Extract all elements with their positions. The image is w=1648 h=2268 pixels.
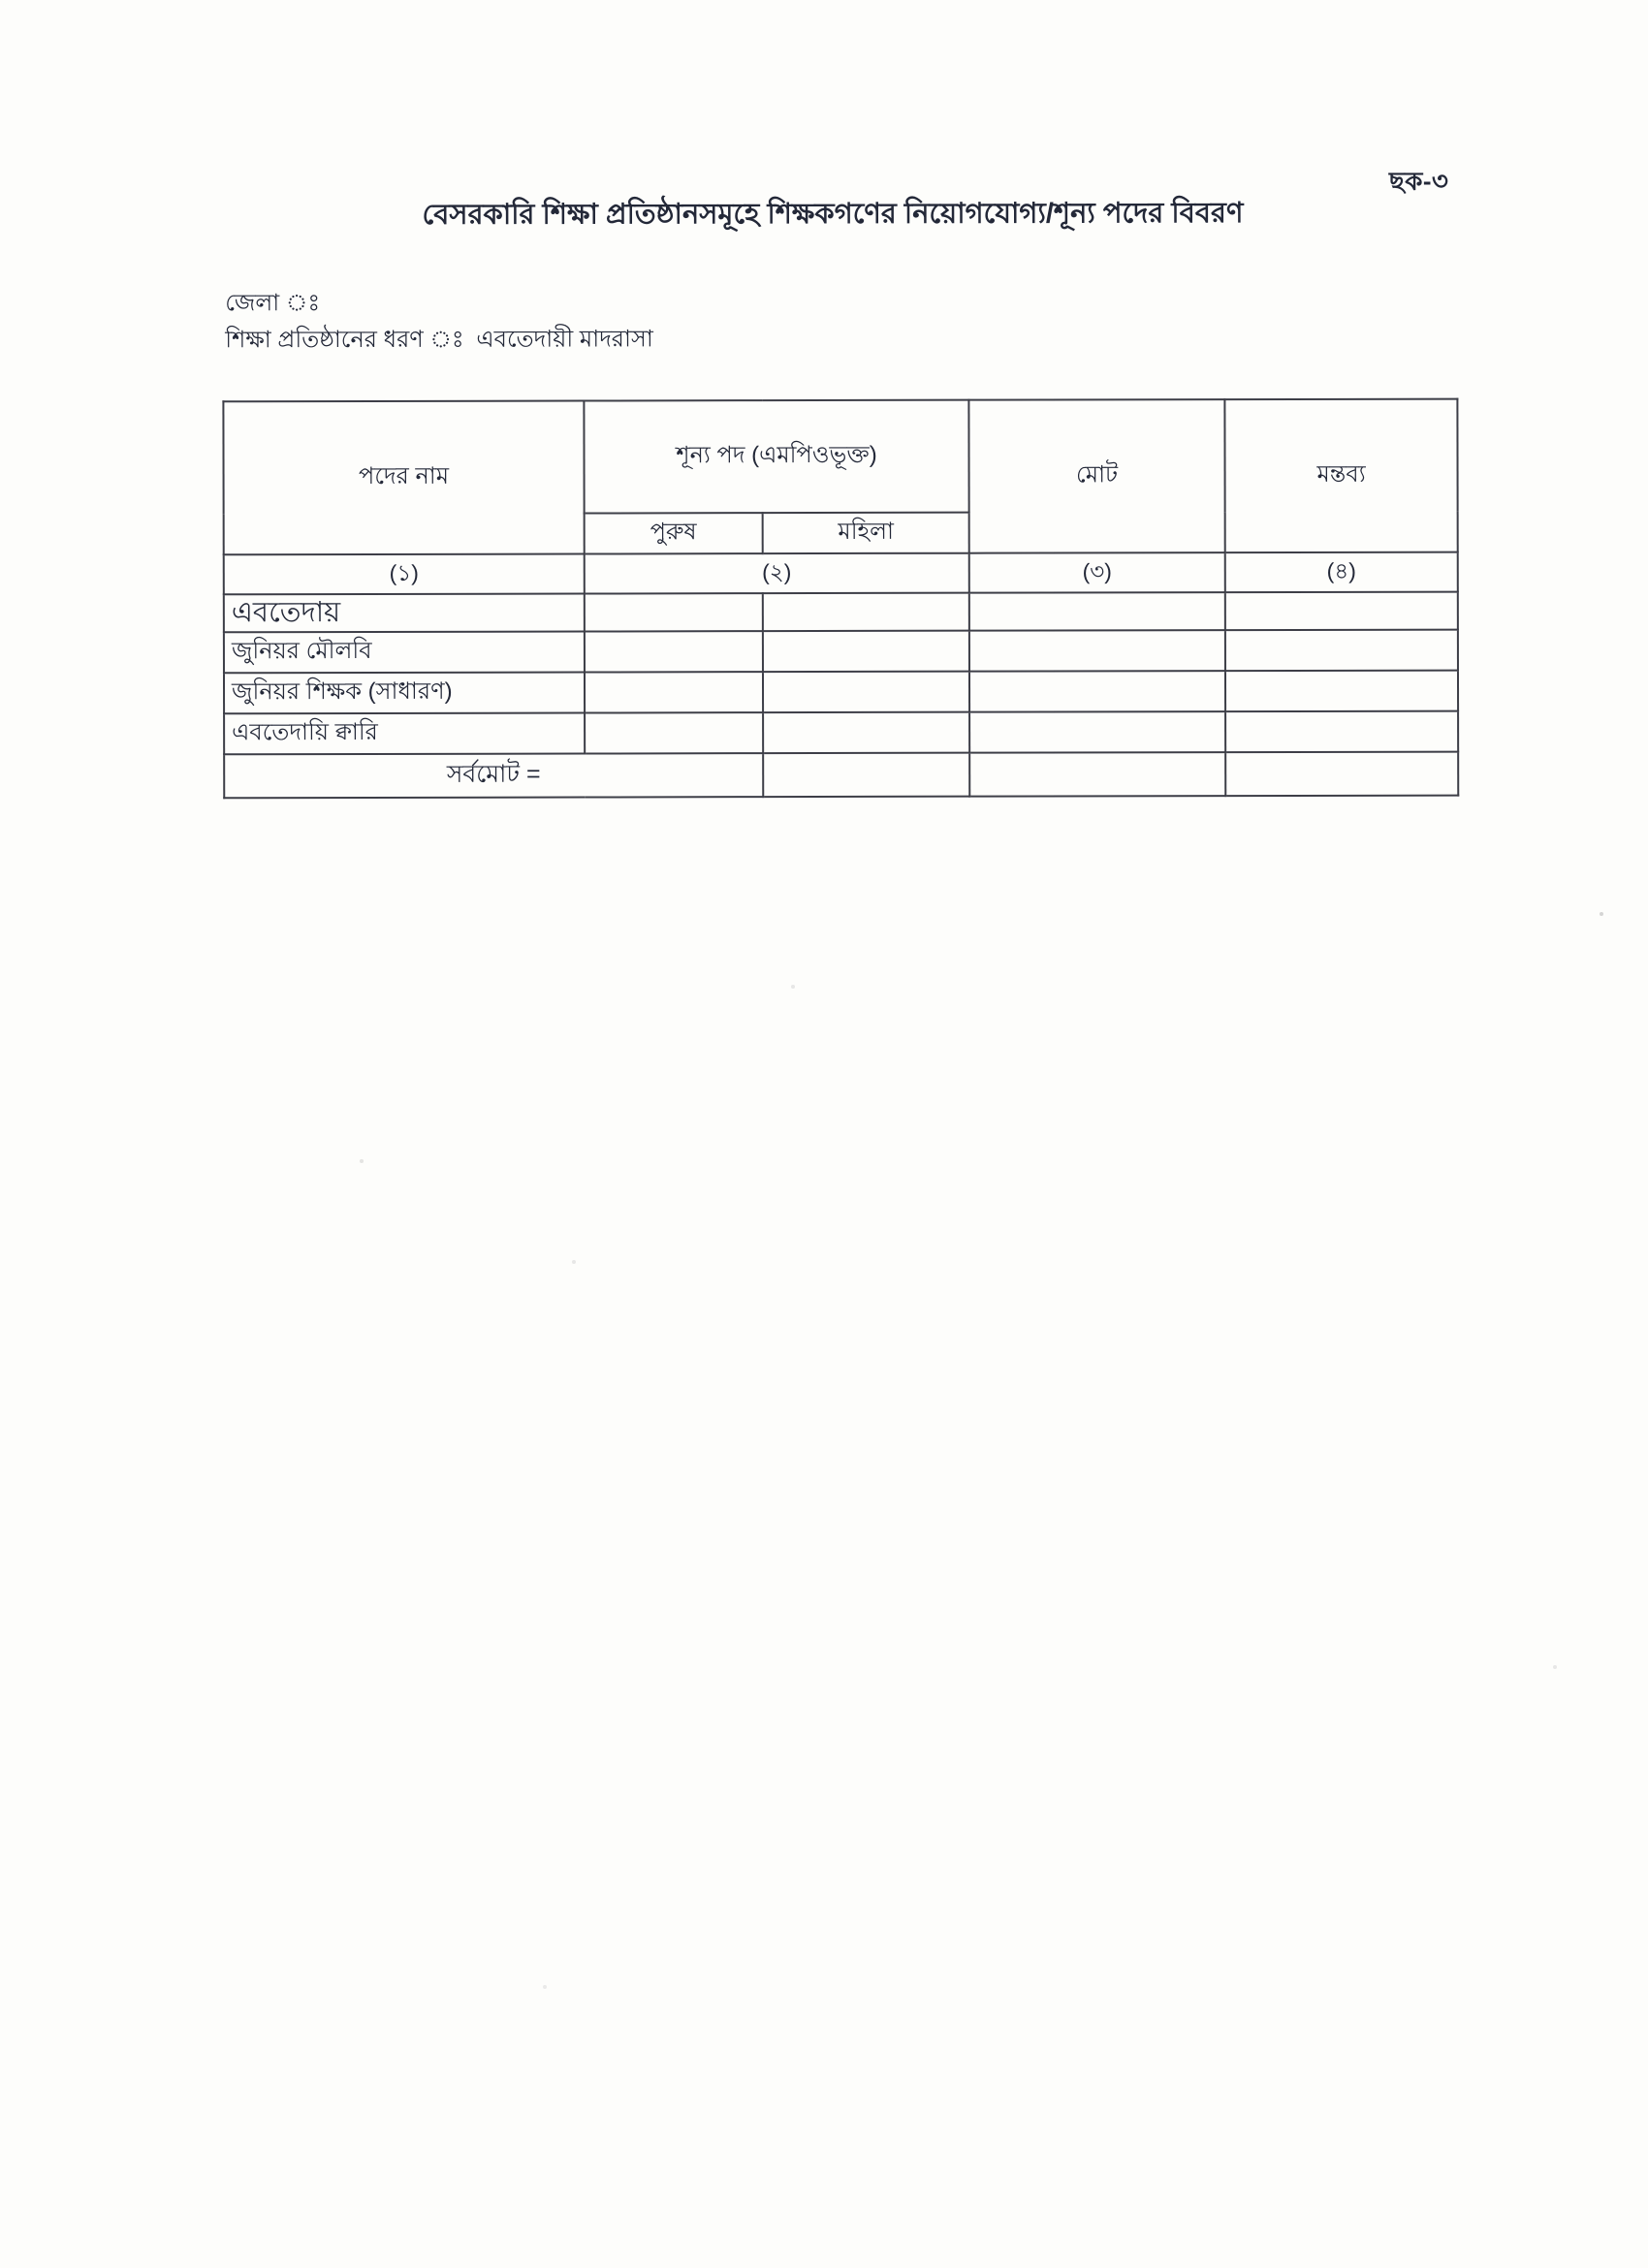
total-cell [968,592,1225,631]
header-remarks: মন্তব্য [1224,398,1458,553]
district-line: জেলা ঃ [225,285,326,324]
total-cell [968,630,1225,672]
table-row-ebtedaye: এবতেদায় [223,591,1458,633]
scan-speck [1553,1665,1557,1669]
male-cell [585,712,764,754]
post-name-cell: জুনিয়র শিক্ষক (সাধারণ) [223,672,586,714]
form-title: বেসরকারি শিক্ষা প্রতিষ্ঠানসমূহে শিক্ষকগণ… [422,198,1244,231]
remarks-cell [1225,710,1459,753]
total-cell [968,671,1226,712]
post-name-cell: এবতেদায়ি ক্বারি [224,712,586,755]
total-cell [969,752,1226,797]
remarks-cell [1225,751,1459,797]
header-post-name: পদের নাম [223,400,585,555]
scan-speck [572,1260,576,1264]
scan-speck [543,1985,547,1989]
scan-speck [1600,912,1603,916]
institution-type-line: শিক্ষা প্রতিষ্ঠানের ধরণ ঃ এবতেদায়ী মাদর… [225,321,653,361]
post-name-cell: জুনিয়র মৌলবি [223,631,585,674]
vacancy-table: পদের নাম শূন্য পদ (এমপিওভূক্ত) মোট মন্তব… [222,398,1459,800]
remarks-cell [1224,591,1458,631]
female-cell [762,630,969,673]
column-number-3: (৩) [968,552,1225,593]
table-header-row: পদের নাম শূন্য পদ (এমপিওভূক্ত) মোট মন্তব… [223,398,1458,555]
grand-total-row: সর্বমোট = [224,751,1459,799]
female-cell [763,752,970,798]
male-cell [584,593,763,632]
scan-speck [360,1159,364,1163]
column-number-2: (২) [584,552,969,594]
header-vacant-posts: শূন্য পদ (এমপিওভূক্ত) [584,399,969,514]
post-name-cell: এবতেদায় [223,593,585,633]
header-female: মহিলা [762,512,969,554]
institution-type-label: শিক্ষা প্রতিষ্ঠানের ধরণ ঃ [225,326,464,354]
male-cell [584,672,764,713]
column-number-row: (১) (২) (৩) (৪) [223,551,1458,595]
remarks-cell [1224,670,1459,712]
remarks-cell [1224,629,1458,672]
scan-speck [791,985,795,989]
header-total: মোট [968,399,1225,553]
grand-total-label: সর্বমোট = [224,753,764,799]
female-cell [762,671,970,713]
table-row-junior-teacher: জুনিয়র শিক্ষক (সাধারণ) [223,670,1459,714]
institution-type-value: এবতেদায়ী মাদরাসা [476,326,653,353]
female-cell [763,711,970,754]
column-number-4: (৪) [1224,551,1458,593]
column-number-1: (১) [223,553,585,595]
total-cell [969,711,1226,753]
table-row-junior-moulvi: জুনিয়র মৌলবি [223,629,1458,674]
table-row-ebtedayi-qari: এবতেদায়ি ক্বারি [224,710,1459,755]
male-cell [584,631,763,673]
female-cell [762,592,969,632]
district-label: জেলা ঃ [225,290,321,317]
header-male: পুরুষ [584,513,763,554]
